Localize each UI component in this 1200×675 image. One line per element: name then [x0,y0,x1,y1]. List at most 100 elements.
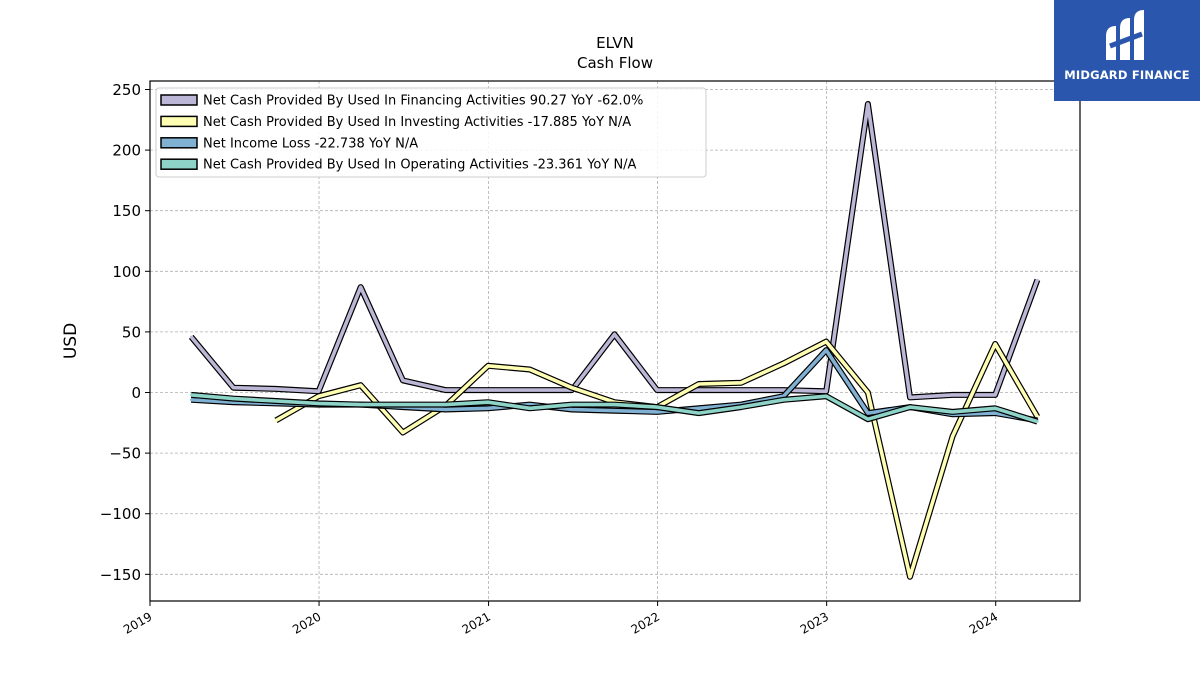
data-point-0 [908,396,912,399]
x-tick-label: 2022 [629,609,662,636]
data-point-0 [359,285,362,289]
data-point-0 [866,102,870,106]
data-point-0 [782,388,785,392]
y-tick-label: 50 [122,323,141,341]
data-point-0 [825,390,828,393]
y-tick-label: 200 [112,142,141,160]
y-tick-label: 150 [112,202,141,220]
data-point-0 [739,388,743,392]
data-point-1 [570,386,574,389]
legend-label: Net Cash Provided By Used In Financing A… [203,94,643,109]
data-point-3 [274,399,278,403]
data-point-0 [486,388,490,392]
x-tick-label: 2020 [290,609,323,636]
data-point-3 [697,411,700,415]
plot-frame [149,80,1081,602]
data-point-2 [866,411,870,415]
data-point-3 [739,405,743,409]
data-point-0 [994,393,997,397]
data-point-3 [1036,420,1039,423]
y-axis-label: USD [61,323,81,359]
legend-swatch [160,158,198,170]
data-point-3 [908,405,912,409]
chart-subtitle: Cash Flow [577,54,653,72]
data-point-1 [782,362,785,365]
y-tick-label: −100 [100,505,141,523]
data-point-2 [994,411,997,415]
data-point-3 [613,403,616,406]
data-point-2 [570,408,574,411]
y-tick-label: 100 [112,263,141,281]
data-point-1 [825,340,828,343]
y-tick-label: −150 [100,566,141,584]
data-point-0 [528,388,531,392]
series-outline-1 [274,338,1040,580]
data-point-3 [190,393,193,397]
x-tick-label: 2024 [967,609,1000,636]
x-tick-label: 2019 [121,609,154,636]
data-point-3 [782,398,785,401]
y-tick-label: 0 [131,384,141,402]
series-lines [188,101,1041,580]
data-point-0 [655,388,659,392]
data-point-1 [908,575,912,578]
data-point-0 [274,387,278,391]
data-point-2 [825,348,828,352]
data-point-0 [1036,278,1039,281]
x-tick-label: 2023 [798,609,831,636]
data-point-1 [528,368,531,371]
legend-swatch [160,137,198,149]
data-point-0 [444,388,447,392]
legend-swatch [160,115,198,128]
data-point-2 [486,407,490,410]
brand-logo: MIDGARD FINANCE [1054,0,1200,101]
data-point-2 [697,407,700,410]
data-point-3 [570,403,574,406]
data-point-3 [232,397,235,400]
chart-title: ELVN [596,34,634,52]
data-point-0 [401,379,405,382]
data-point-3 [951,410,954,414]
data-point-1 [994,342,997,346]
data-point-0 [613,333,616,336]
logo-mark-icon [1106,10,1144,60]
data-point-1 [274,419,278,422]
logo-text: MIDGARD FINANCE [1064,68,1190,82]
data-point-0 [232,386,235,389]
data-point-3 [401,403,405,406]
data-point-0 [951,393,954,397]
data-point-3 [994,407,997,410]
data-point-0 [697,388,700,392]
data-point-3 [655,405,659,409]
data-point-3 [866,418,870,421]
data-point-1 [697,382,700,386]
data-point-1 [359,384,362,387]
legend-box [155,87,707,178]
legend: Net Cash Provided By Used In Financing A… [155,87,707,178]
data-point-1 [951,435,954,438]
y-tick-label: −50 [109,445,141,463]
data-point-1 [401,431,405,434]
data-point-1 [486,364,490,367]
data-point-3 [317,402,320,405]
data-point-1 [739,381,743,384]
data-point-3 [444,403,447,406]
data-point-2 [613,409,616,412]
legend-label: Net Cash Provided By Used In Operating A… [203,158,637,173]
y-tick-label: 250 [112,81,141,99]
data-point-0 [317,390,320,393]
data-point-2 [190,398,193,401]
legend-label: Net Cash Provided By Used In Investing A… [203,115,631,130]
legend-swatch [160,94,198,106]
data-point-3 [359,403,362,406]
data-point-3 [825,395,828,398]
data-point-0 [190,335,193,338]
data-point-3 [486,401,490,404]
data-point-1 [317,395,320,398]
data-point-2 [444,408,447,411]
data-point-3 [528,407,531,410]
legend-label: Net Income Loss -22.738 YoY N/A [203,136,418,151]
data-point-2 [655,410,659,414]
x-tick-label: 2021 [460,609,493,636]
